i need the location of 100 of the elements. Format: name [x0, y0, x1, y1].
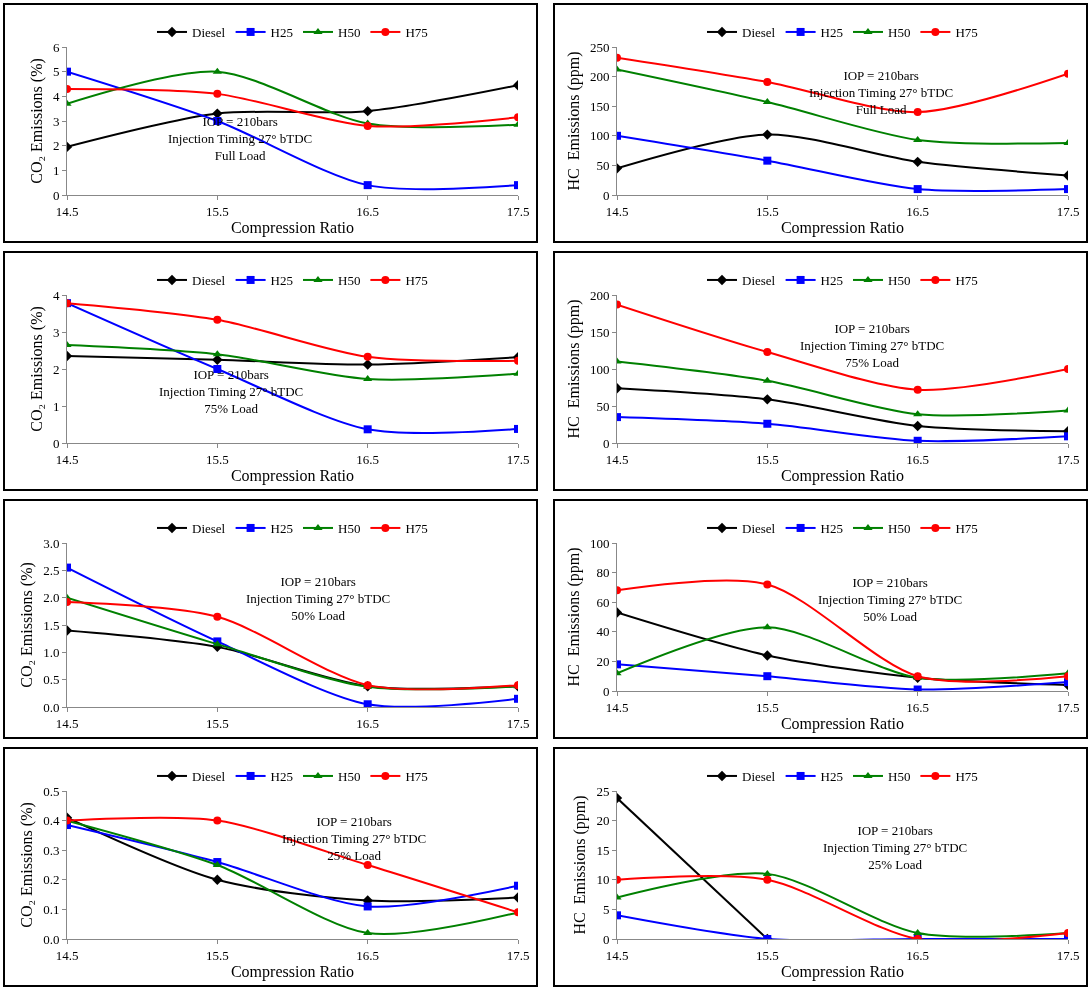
y-tick-label: 80 [596, 565, 610, 581]
y-axis-title: CO₂ Emissions (%) [18, 562, 37, 688]
x-tick-label: 14.5 [55, 203, 79, 219]
legend-label: H75 [955, 25, 978, 41]
y-tick-label: 15 [596, 842, 610, 858]
legend-label: Diesel [192, 25, 226, 41]
x-tick-label: 17.5 [1056, 203, 1080, 219]
x-tick-label: 17.5 [506, 947, 530, 963]
y-tick-label: 40 [596, 624, 610, 640]
y-axis-title: CO₂ Emissions (%) [27, 58, 46, 184]
y-tick-label: 0 [602, 931, 610, 947]
x-axis-title: Compression Ratio [780, 467, 905, 486]
x-tick-label: 16.5 [906, 451, 930, 467]
y-tick-label: 4 [52, 287, 60, 303]
legend-label: H25 [270, 25, 293, 41]
y-tick-label: 0 [602, 683, 610, 699]
legend-label: H75 [405, 273, 428, 289]
y-tick-label: 0.1 [43, 901, 60, 917]
y-tick-label: 200 [589, 287, 610, 303]
x-axis-title: Compression Ratio [230, 467, 355, 486]
y-axis-title: HC Emissions (ppm) [571, 795, 590, 935]
x-tick-label: 16.5 [356, 451, 380, 467]
x-tick-label: 15.5 [205, 203, 229, 219]
x-tick-label: 15.5 [205, 451, 229, 467]
y-tick-label: 60 [596, 594, 610, 610]
y-tick-label: 2 [52, 138, 60, 154]
y-tick-label: 0 [52, 435, 60, 451]
x-tick-label: 15.5 [755, 451, 779, 467]
y-tick-label: 0.5 [43, 783, 60, 799]
legend-label: H50 [337, 521, 361, 537]
x-tick-label: 17.5 [1056, 451, 1080, 467]
y-tick-label: 200 [589, 69, 610, 85]
y-tick-label: 2.0 [43, 590, 60, 606]
legend-label: H75 [405, 521, 428, 537]
x-axis-title: Compression Ratio [780, 715, 905, 734]
legend-label: H25 [820, 769, 843, 785]
legend-label: H25 [820, 25, 843, 41]
x-tick-label: 16.5 [356, 947, 380, 963]
y-tick-label: 1.0 [43, 644, 60, 660]
y-tick-label: 2 [52, 361, 60, 377]
legend-label: Diesel [742, 521, 776, 537]
y-axis-title: HC Emissions (ppm) [564, 547, 583, 687]
x-tick-label: 15.5 [755, 947, 779, 963]
legend-label: H25 [820, 521, 843, 537]
annotation: IOP = 210bars Injection Timing 27° bTDC 75% Load [159, 367, 304, 416]
annotation: IOP = 210bars Injection Timing 27° bTDC 75% Load [800, 321, 945, 370]
y-tick-label: 5 [602, 901, 610, 917]
y-tick-label: 50 [596, 157, 610, 173]
x-tick-label: 14.5 [55, 451, 79, 467]
annotation: IOP = 210bars Injection Timing 27° bTDC 25% Load [823, 823, 968, 872]
legend-label: Diesel [742, 769, 776, 785]
legend-label: Diesel [742, 25, 776, 41]
y-tick-label: 100 [589, 535, 610, 551]
x-tick-label: 14.5 [55, 947, 79, 963]
x-axis-title: Compression Ratio [780, 219, 905, 238]
y-tick-label: 50 [596, 398, 610, 414]
x-tick-label: 17.5 [506, 451, 530, 467]
y-tick-label: 100 [589, 361, 610, 377]
x-tick-label: 15.5 [755, 699, 779, 715]
y-tick-label: 3 [52, 324, 60, 340]
x-tick-label: 14.5 [55, 715, 79, 731]
y-tick-label: 150 [589, 98, 610, 114]
legend-label: H75 [405, 25, 428, 41]
y-tick-label: 0.0 [43, 699, 60, 715]
x-tick-label: 14.5 [605, 699, 629, 715]
y-tick-label: 1.5 [43, 617, 60, 633]
y-tick-label: 1 [52, 398, 60, 414]
y-axis-title: CO₂ Emissions (%) [27, 306, 46, 432]
y-tick-label: 20 [596, 813, 610, 829]
y-tick-label: 20 [596, 653, 610, 669]
y-tick-label: 0 [602, 435, 610, 451]
x-tick-label: 14.5 [605, 947, 629, 963]
y-tick-label: 2.5 [43, 562, 60, 578]
annotation: IOP = 210bars Injection Timing 27° bTDC 50% Load [246, 574, 391, 623]
y-axis-title: HC Emissions (ppm) [564, 51, 583, 191]
legend-label: H25 [270, 273, 293, 289]
y-tick-label: 100 [589, 128, 610, 144]
y-tick-label: 0.4 [43, 813, 60, 829]
y-tick-label: 250 [589, 39, 610, 55]
x-axis-title: Compression Ratio [780, 963, 905, 982]
y-tick-label: 0 [52, 187, 60, 203]
legend-label: H25 [820, 273, 843, 289]
y-tick-label: 3.0 [43, 535, 60, 551]
legend-label: H75 [955, 521, 978, 537]
legend-label: H50 [887, 769, 911, 785]
legend-label: H50 [887, 521, 911, 537]
legend-label: H25 [270, 769, 293, 785]
y-tick-label: 5 [52, 64, 60, 80]
legend-label: Diesel [192, 769, 226, 785]
legend-label: Diesel [192, 521, 226, 537]
x-tick-label: 17.5 [1056, 947, 1080, 963]
y-tick-label: 0.3 [43, 842, 60, 858]
annotation: IOP = 210bars Injection Timing 27° bTDC 50% Load [818, 575, 963, 624]
x-tick-label: 16.5 [906, 699, 930, 715]
y-tick-label: 0.0 [43, 931, 60, 947]
legend-label: H75 [405, 769, 428, 785]
y-tick-label: 0.5 [43, 672, 60, 688]
x-tick-label: 14.5 [605, 451, 629, 467]
x-tick-label: 16.5 [906, 203, 930, 219]
x-tick-label: 16.5 [356, 203, 380, 219]
